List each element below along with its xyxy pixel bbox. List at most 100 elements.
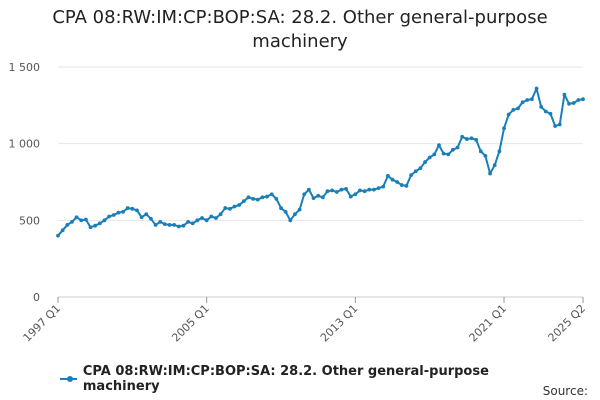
axes: 0 500 1 000 1 500 1997 Q1 2005 Q1 2013 Q1 2021 … bbox=[9, 61, 589, 344]
data-point bbox=[107, 214, 112, 219]
data-point bbox=[576, 98, 581, 102]
series-line bbox=[57, 87, 584, 237]
data-point bbox=[200, 216, 204, 220]
data-point bbox=[130, 206, 135, 211]
data-point bbox=[60, 228, 65, 233]
data-point bbox=[116, 210, 121, 215]
data-point bbox=[209, 214, 214, 219]
data-point bbox=[316, 193, 321, 198]
data-point bbox=[251, 196, 256, 201]
data-point bbox=[483, 154, 488, 158]
data-point bbox=[125, 206, 130, 210]
data-point bbox=[358, 188, 362, 193]
data-point bbox=[65, 223, 70, 227]
data-point bbox=[418, 166, 423, 171]
y-tick-label: 1 000 bbox=[9, 138, 41, 151]
data-point bbox=[293, 212, 297, 217]
data-point bbox=[520, 100, 525, 105]
data-point bbox=[70, 219, 74, 224]
data-point bbox=[460, 134, 465, 139]
data-point bbox=[478, 149, 483, 154]
data-point bbox=[102, 218, 107, 223]
data-point bbox=[534, 86, 539, 91]
data-point bbox=[223, 206, 228, 210]
data-point bbox=[246, 195, 251, 200]
x-tick-label: 2021 Q1 bbox=[467, 302, 510, 345]
data-point bbox=[149, 216, 153, 221]
data-point bbox=[330, 188, 335, 193]
data-point bbox=[74, 215, 79, 220]
data-point bbox=[390, 177, 395, 182]
data-point bbox=[306, 187, 311, 192]
data-point bbox=[260, 195, 265, 200]
data-point bbox=[409, 173, 413, 178]
data-point bbox=[214, 216, 218, 220]
data-point bbox=[218, 212, 223, 217]
data-point bbox=[516, 106, 520, 111]
data-point bbox=[548, 111, 553, 116]
x-tick-label: 2005 Q1 bbox=[169, 302, 212, 345]
data-point bbox=[506, 112, 511, 117]
data-point bbox=[553, 124, 558, 128]
data-point bbox=[111, 213, 116, 217]
data-point bbox=[543, 109, 548, 114]
data-point bbox=[497, 149, 502, 154]
data-point bbox=[474, 137, 479, 142]
data-point bbox=[237, 203, 242, 207]
data-point bbox=[539, 104, 544, 109]
data-point bbox=[195, 218, 200, 223]
data-point bbox=[367, 187, 372, 192]
data-point bbox=[190, 221, 195, 226]
data-point bbox=[204, 218, 209, 223]
gridlines bbox=[58, 66, 583, 221]
data-point bbox=[139, 215, 144, 220]
data-point bbox=[372, 187, 376, 192]
data-point bbox=[344, 187, 348, 191]
data-point bbox=[274, 196, 279, 201]
y-tick-label: 1 500 bbox=[9, 61, 41, 74]
data-point bbox=[232, 204, 237, 209]
data-point bbox=[88, 225, 93, 230]
data-point bbox=[404, 183, 409, 188]
data-point bbox=[135, 208, 139, 213]
data-point bbox=[399, 183, 404, 187]
data-point bbox=[562, 92, 567, 97]
data-point bbox=[381, 184, 386, 189]
data-point bbox=[334, 190, 339, 194]
data-point bbox=[455, 145, 460, 150]
data-point bbox=[446, 152, 451, 157]
data-point bbox=[302, 192, 307, 197]
data-point bbox=[529, 97, 534, 102]
data-point bbox=[432, 152, 437, 157]
data-point bbox=[255, 197, 260, 202]
data-point bbox=[56, 233, 60, 238]
data-point bbox=[441, 151, 446, 156]
data-point bbox=[571, 101, 576, 105]
chart-title: CPA 08:RW:IM:CP:BOP:SA: 28.2. Other gene… bbox=[52, 7, 548, 52]
data-point bbox=[325, 189, 330, 194]
x-tick-label: 2013 Q1 bbox=[318, 302, 361, 345]
data-point bbox=[451, 147, 455, 152]
data-point bbox=[167, 223, 172, 227]
data-point bbox=[385, 173, 390, 178]
data-point bbox=[437, 143, 441, 148]
x-tick-label: 2025 Q2 bbox=[546, 302, 589, 345]
data-point bbox=[79, 218, 84, 223]
data-point bbox=[311, 196, 316, 201]
data-point bbox=[464, 137, 469, 141]
data-point bbox=[348, 194, 353, 199]
data-point bbox=[339, 187, 344, 192]
data-point bbox=[427, 155, 432, 160]
data-point bbox=[176, 224, 181, 229]
data-point bbox=[279, 206, 283, 210]
data-point bbox=[297, 207, 302, 212]
data-point bbox=[283, 210, 288, 214]
data-point bbox=[581, 97, 585, 102]
data-point bbox=[228, 206, 232, 211]
data-point bbox=[265, 194, 269, 199]
data-point bbox=[97, 221, 102, 226]
legend[interactable]: CPA 08:RW:IM:CP:BOP:SA: 28.2. Other gene… bbox=[60, 364, 540, 394]
data-point bbox=[153, 223, 158, 227]
data-point bbox=[158, 219, 163, 224]
